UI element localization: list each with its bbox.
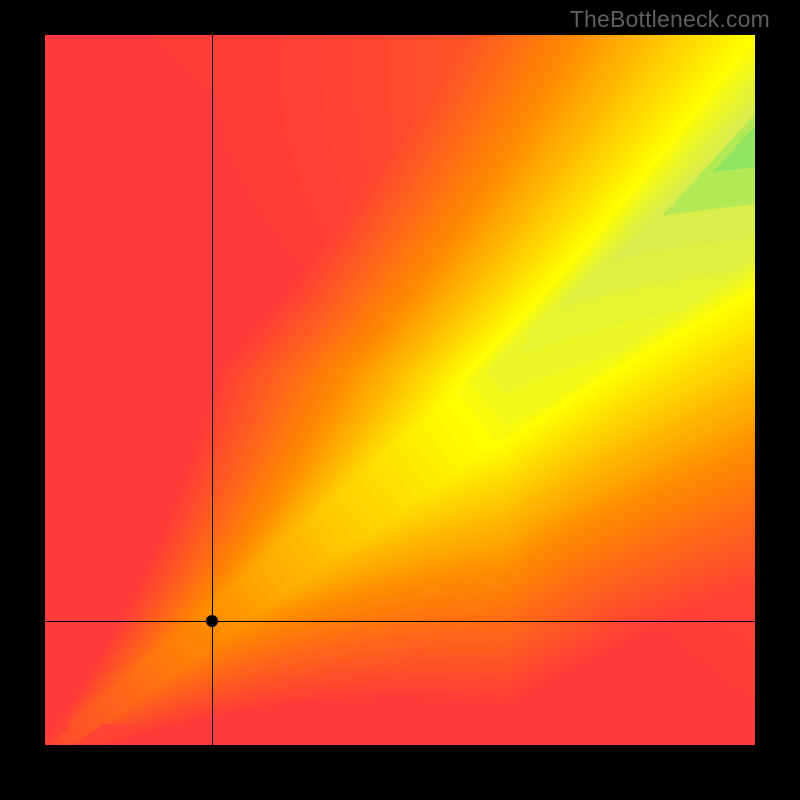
watermark-text: TheBottleneck.com — [570, 6, 770, 33]
bottleneck-heatmap — [45, 35, 755, 745]
heatmap-canvas — [45, 35, 755, 745]
crosshair-horizontal — [45, 621, 755, 622]
data-point-marker — [206, 615, 218, 627]
crosshair-vertical — [212, 35, 213, 745]
